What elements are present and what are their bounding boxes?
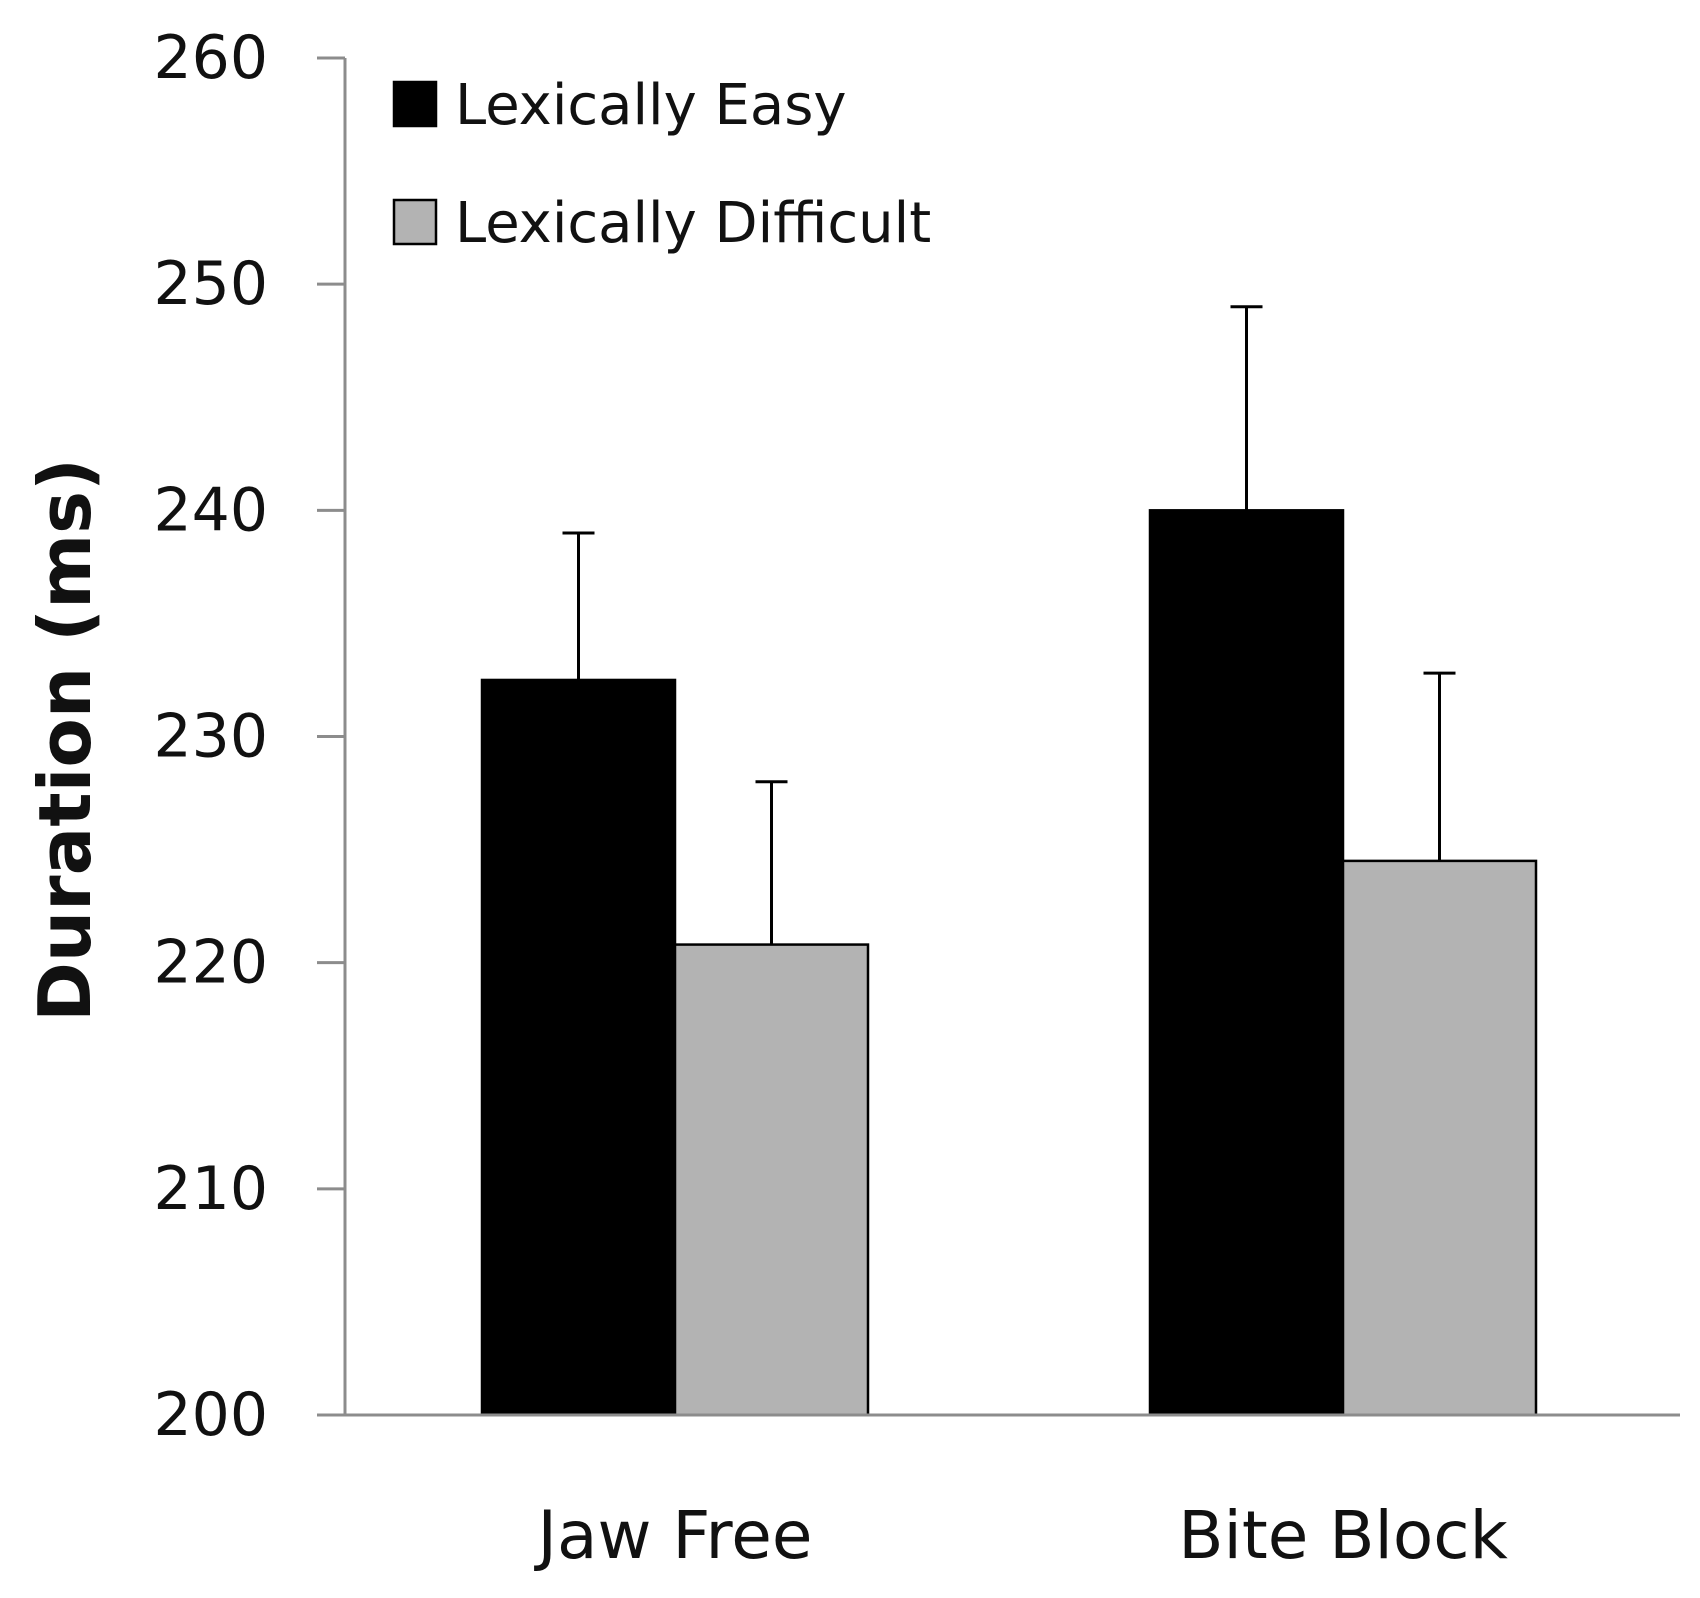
y-axis-ticks: 200 210 220 230 240 250 260 xyxy=(153,23,345,1450)
y-tick-label: 200 xyxy=(153,1380,268,1450)
y-tick-label: 240 xyxy=(153,475,268,545)
error-bars-layer xyxy=(562,305,1456,945)
legend-swatch xyxy=(392,80,438,128)
x-category-label: Bite Block xyxy=(1178,1497,1508,1574)
bar-easy-jaw-free xyxy=(480,678,677,1417)
y-tick-label: 210 xyxy=(153,1154,268,1224)
y-axis-label: Duration (ms) xyxy=(23,458,107,1022)
y-tick-label: 230 xyxy=(153,702,268,772)
y-tick-label: 260 xyxy=(153,23,268,93)
bar-difficult-bite-block xyxy=(1341,859,1538,1417)
legend-label: Lexically Easy xyxy=(455,73,847,138)
bars-layer xyxy=(480,509,1538,1417)
legend-swatch xyxy=(392,198,438,246)
x-category-label: Jaw Free xyxy=(534,1497,813,1574)
legend: Lexically Easy Lexically Difficult xyxy=(392,73,931,256)
x-axis-labels: Jaw Free Bite Block xyxy=(534,1497,1509,1574)
y-tick-label: 250 xyxy=(153,249,268,319)
y-tick-label: 220 xyxy=(153,928,268,998)
legend-label: Lexically Difficult xyxy=(455,191,931,256)
bar-difficult-jaw-free xyxy=(673,943,870,1417)
bar-easy-bite-block xyxy=(1148,509,1345,1417)
